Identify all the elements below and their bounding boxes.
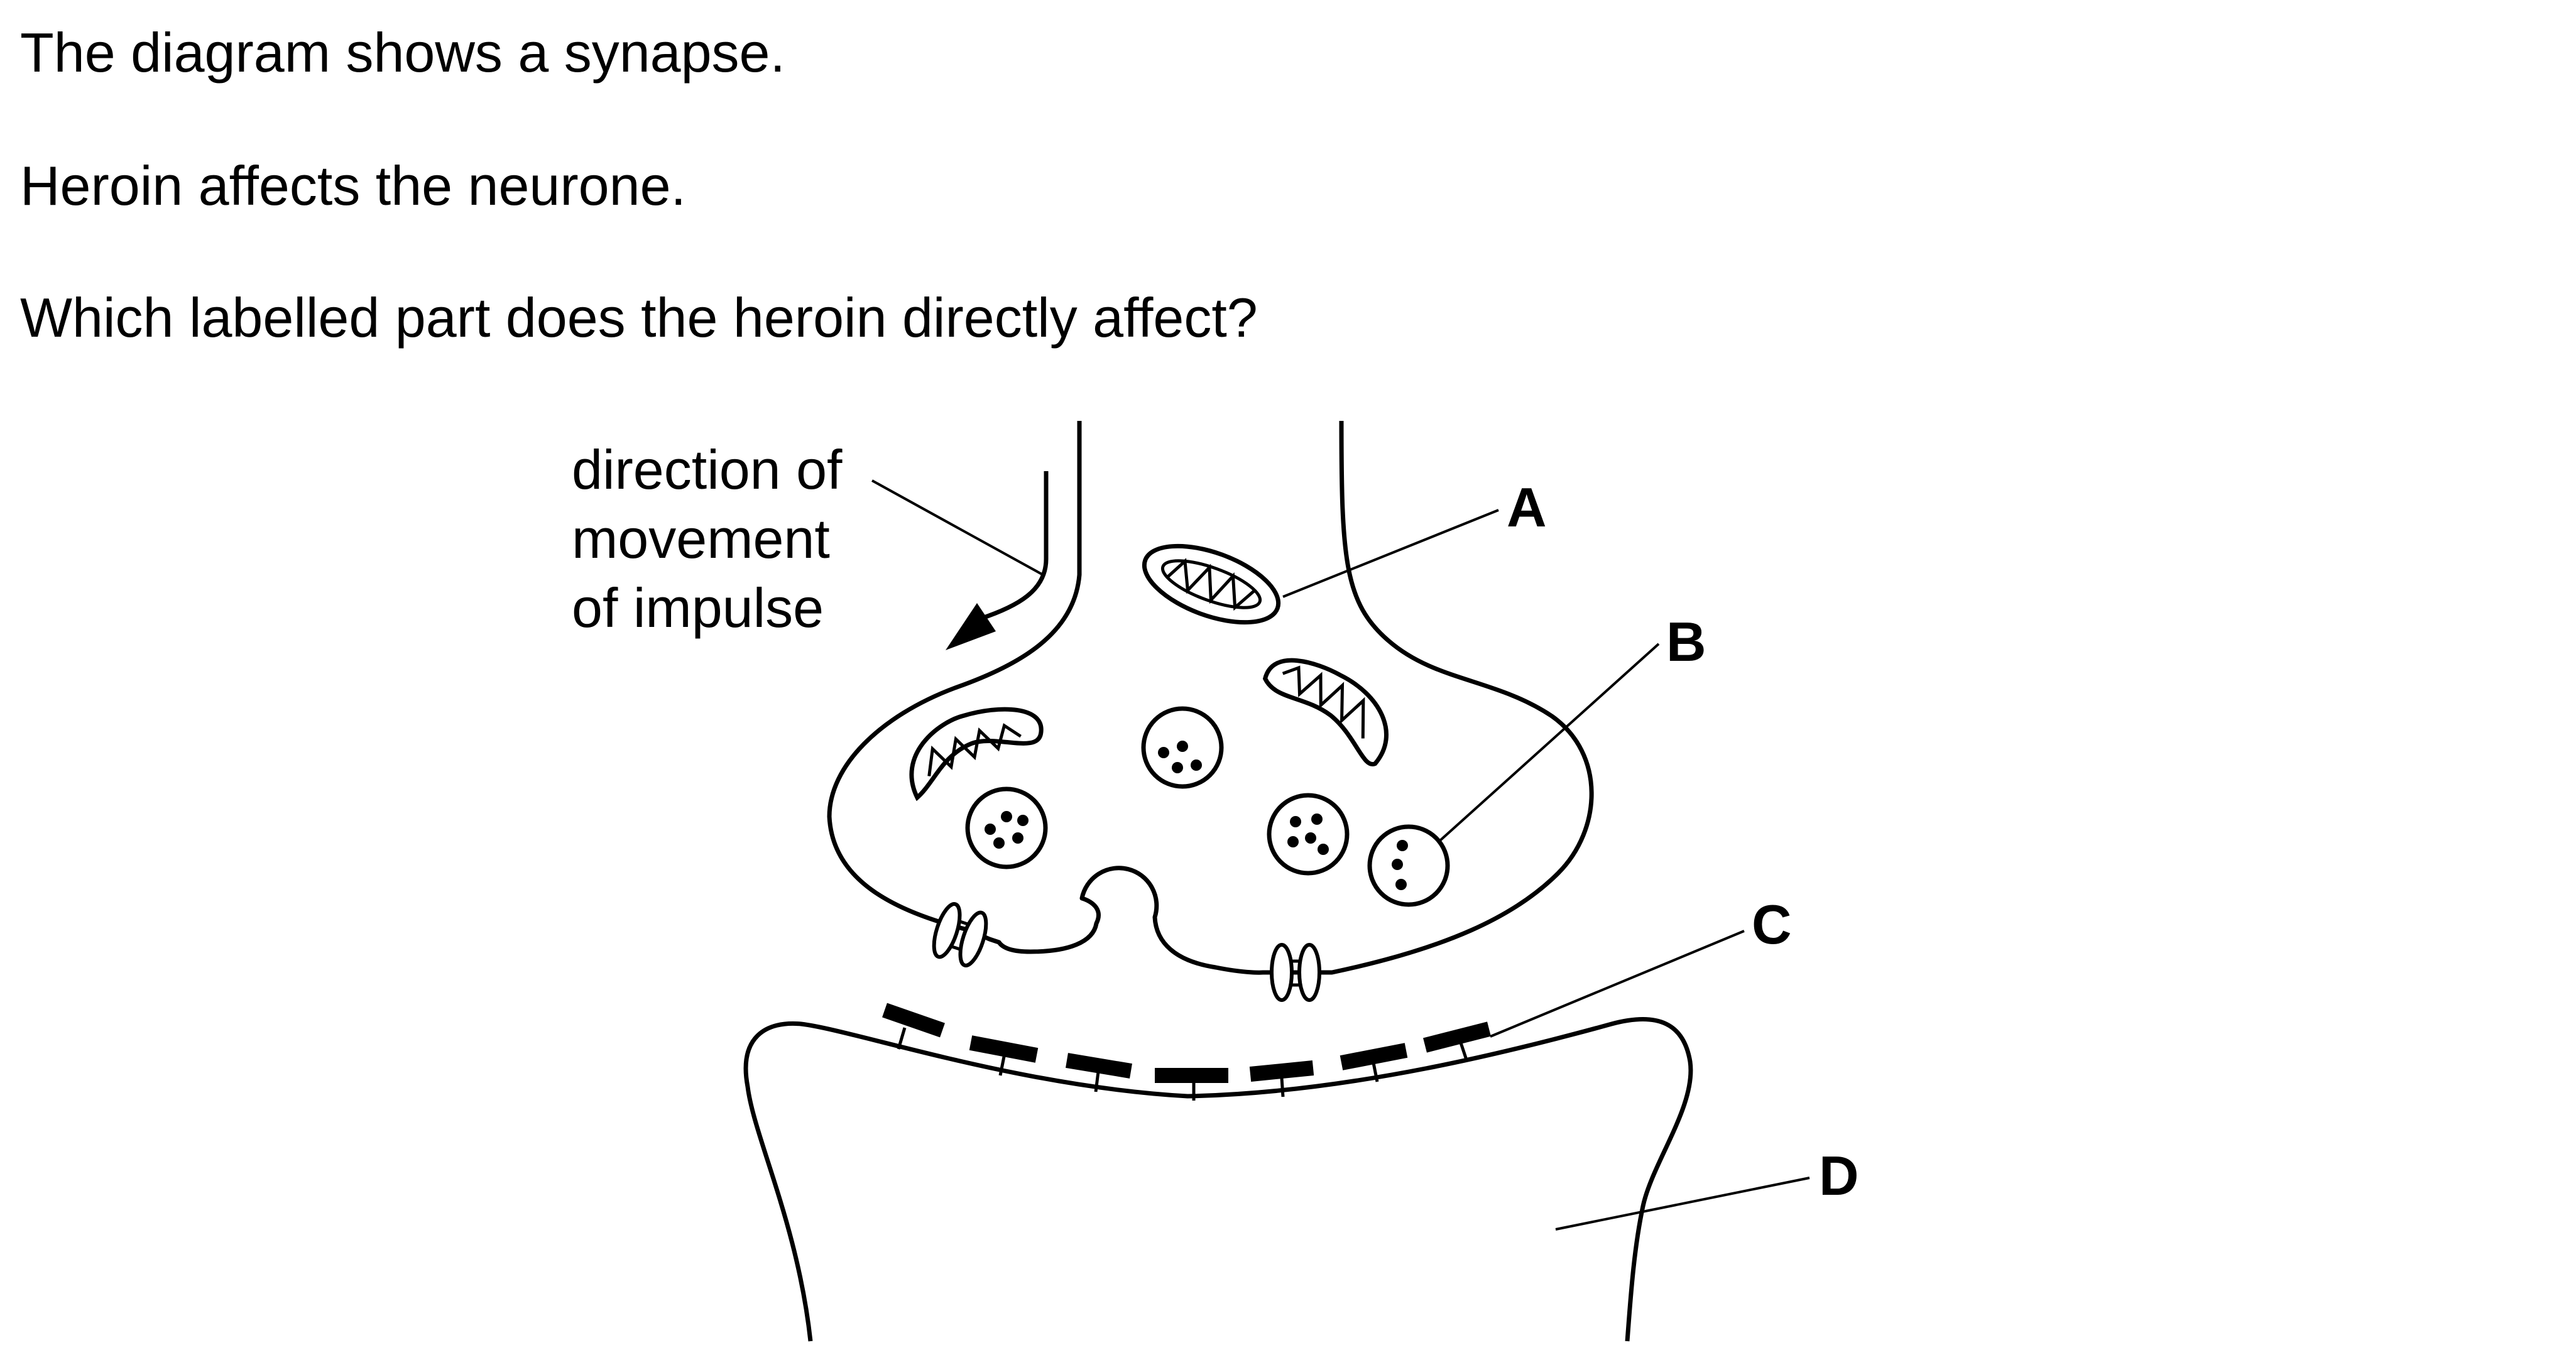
receptor [1249, 1060, 1314, 1097]
vesicle [965, 786, 1048, 869]
mitochondrion [909, 707, 1044, 802]
postsynaptic-neurone [743, 1017, 1693, 1342]
receptor [969, 1035, 1039, 1076]
mitochondrion [1262, 658, 1389, 766]
question-line-2: Heroin affects the neurone. [20, 155, 686, 217]
label-c: C [1752, 893, 1792, 955]
receptor [1423, 1021, 1491, 1062]
receptor [1066, 1053, 1132, 1092]
label-a: A [1507, 476, 1547, 538]
receptor [1340, 1043, 1408, 1082]
question-line-1: The diagram shows a synapse. [20, 21, 785, 84]
channel-protein [932, 902, 988, 967]
direction-label-line-1: direction of [572, 438, 843, 501]
receptor [1155, 1068, 1228, 1101]
vesicle [1141, 706, 1224, 789]
impulse-arrowhead [946, 603, 996, 650]
channel-protein [1270, 943, 1321, 1002]
label-a-leader [1282, 509, 1499, 598]
label-b: B [1666, 611, 1706, 673]
label-d: D [1819, 1145, 1859, 1207]
vesicle [1367, 824, 1450, 907]
question-line-3: Which labelled part does the heroin dire… [20, 286, 1258, 349]
label-c-leader [1490, 930, 1745, 1038]
vesicle [1267, 793, 1350, 876]
receptor [882, 1003, 945, 1050]
direction-label-leader [871, 479, 1044, 576]
impulse-arrow-line [979, 471, 1049, 621]
mitochondrion [1142, 543, 1281, 625]
label-d-leader [1555, 1177, 1810, 1231]
presynaptic-neurone [827, 420, 1594, 975]
direction-label-line-2: movement [572, 508, 830, 570]
direction-label-line-3: of impulse [572, 577, 824, 639]
label-b-leader [1439, 643, 1660, 842]
